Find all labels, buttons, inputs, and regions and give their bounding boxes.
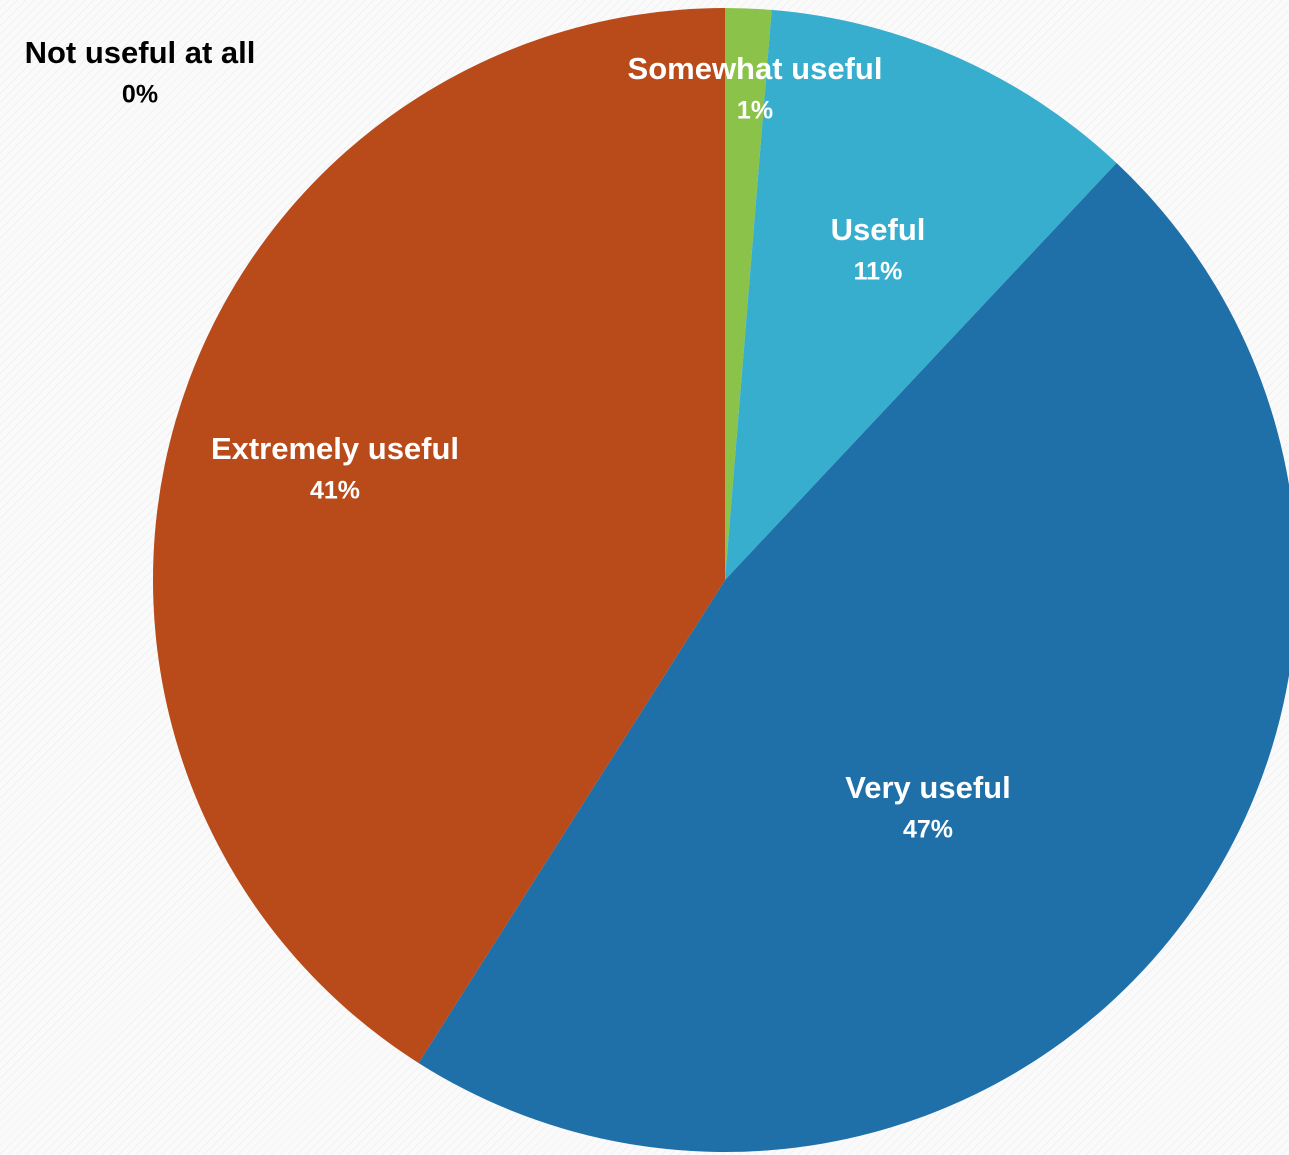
slice-name-label: Somewhat useful (628, 51, 883, 86)
pie-slices (152, 8, 1289, 1152)
slice-name-label: Not useful at all (25, 35, 256, 70)
slice-useful (725, 9, 1117, 580)
slice-name-label: Extremely useful (211, 431, 459, 466)
slice-name-label: Useful (831, 212, 926, 247)
slice-name-label: Very useful (845, 770, 1010, 805)
slice-extremely-useful (152, 8, 725, 1063)
slice-percent-label: 1% (737, 97, 773, 125)
slice-percent-label: 0% (122, 81, 158, 109)
pie-labels: Not useful at all 0% Somewhat useful 1% Usef… (25, 35, 1011, 843)
slice-somewhat-useful (725, 8, 772, 580)
slice-very-useful (418, 163, 1289, 1152)
slice-percent-label: 11% (854, 258, 903, 286)
slice-percent-label: 47% (903, 816, 953, 844)
slice-percent-label: 41% (310, 477, 360, 505)
